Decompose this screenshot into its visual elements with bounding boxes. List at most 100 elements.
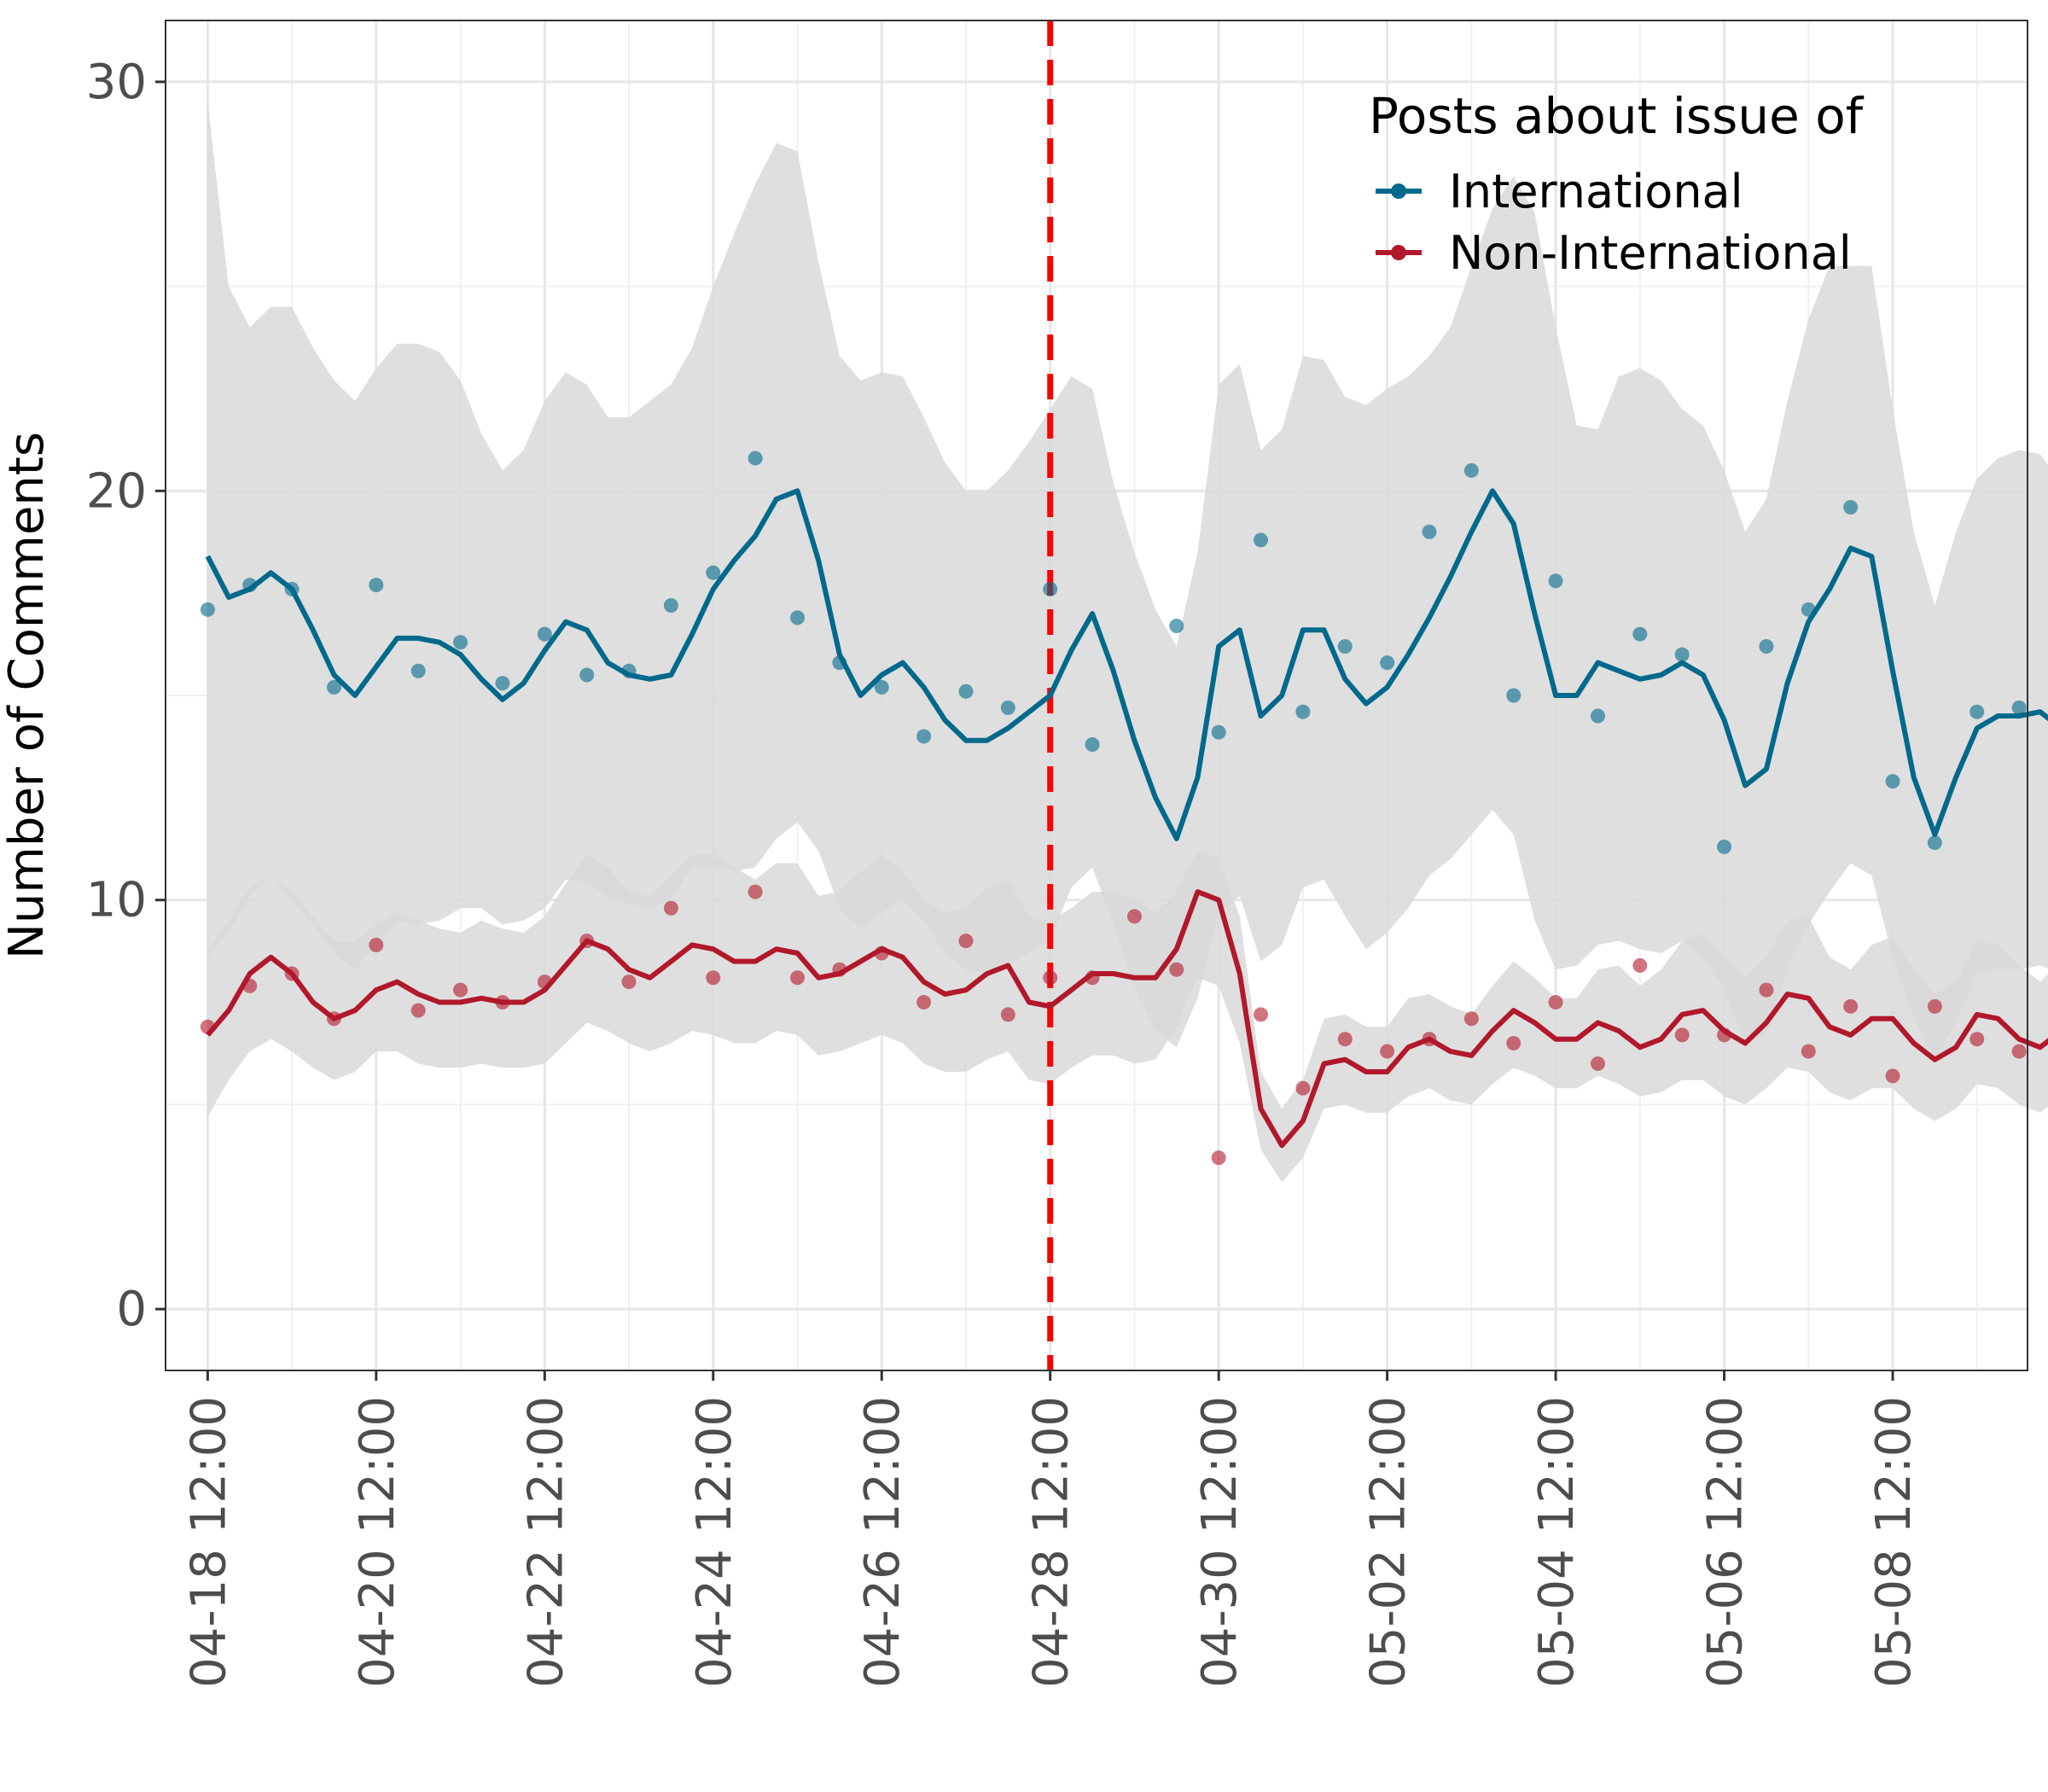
observed-point-non-international <box>1506 1035 1521 1050</box>
observed-point-international <box>1674 647 1690 662</box>
observed-point-non-international <box>453 982 468 998</box>
fitted-line-international <box>205 488 2048 841</box>
legend-label-non-international: Non-International <box>1449 226 1852 280</box>
observed-point-international <box>1506 688 1521 703</box>
observed-point-international <box>1337 638 1353 654</box>
confidence-band-international <box>207 102 2048 1060</box>
observed-point-international <box>1169 619 1184 634</box>
observed-point-international <box>579 667 595 683</box>
confidence-band-non-international <box>207 851 2048 1183</box>
observed-point-non-international <box>1169 962 1184 977</box>
observed-point-international <box>1211 724 1226 740</box>
observed-point-international <box>200 602 215 617</box>
observed-point-international <box>1548 573 1563 589</box>
observed-point-international <box>748 451 763 466</box>
fitted-line-non-international <box>206 889 2048 1149</box>
x-tick-label: 04-28 12:00 <box>1024 1396 1079 1688</box>
x-tick-label: 04-18 12:00 <box>181 1396 236 1688</box>
observed-point-non-international <box>1759 982 1774 998</box>
observed-point-international <box>706 565 721 580</box>
x-tick-label: 04-26 12:00 <box>855 1396 911 1688</box>
observed-point-international <box>1885 774 1900 789</box>
observed-point-non-international <box>958 934 974 949</box>
x-tick-label: 05-02 12:00 <box>1361 1396 1417 1688</box>
observed-point-non-international <box>410 1003 426 1018</box>
observed-point-international <box>537 626 552 642</box>
observed-point-non-international <box>1927 998 1942 1014</box>
observed-point-international <box>2011 700 2027 715</box>
observed-point-international <box>663 598 678 614</box>
observed-point-non-international <box>1337 1032 1353 1047</box>
y-axis-title: Number of Comments <box>0 432 55 959</box>
legend: Posts about issue of International Non-I… <box>1369 87 1865 280</box>
observed-point-non-international <box>1380 1044 1395 1059</box>
observed-point-international <box>1254 532 1269 548</box>
observed-point-non-international <box>621 975 637 990</box>
observed-point-international <box>874 679 889 695</box>
x-tick-label: 04-22 12:00 <box>518 1396 573 1688</box>
observed-point-international <box>1422 524 1437 539</box>
y-tick-label-0: 0 <box>116 1282 147 1337</box>
observed-point-non-international <box>1674 1027 1690 1043</box>
observed-points <box>200 451 2027 1166</box>
x-tick-label: 05-06 12:00 <box>1698 1396 1754 1688</box>
observed-point-non-international <box>663 900 678 916</box>
observed-point-international <box>1632 626 1648 642</box>
x-tick-label: 04-20 12:00 <box>350 1396 405 1688</box>
observed-point-international <box>1969 704 1985 719</box>
x-tick-label: 05-04 12:00 <box>1529 1396 1585 1688</box>
observed-point-non-international <box>789 970 805 986</box>
observed-point-non-international <box>1632 957 1648 973</box>
observed-point-non-international <box>1548 995 1563 1010</box>
observed-point-non-international <box>748 884 763 899</box>
fitted-lines <box>205 488 2048 1149</box>
observed-point-non-international <box>1000 1007 1015 1022</box>
y-tick-label-20: 20 <box>86 463 147 519</box>
observed-point-international <box>1295 704 1311 719</box>
observed-point-international <box>1085 737 1100 753</box>
observed-point-non-international <box>369 937 384 952</box>
observed-point-non-international <box>1969 1032 1985 1047</box>
y-axis: 0 10 20 30 <box>86 55 166 1337</box>
observed-point-non-international <box>1211 1150 1226 1166</box>
x-tick-label: 05-08 12:00 <box>1866 1396 1922 1688</box>
legend-key-point-non-international <box>1391 245 1406 260</box>
legend-title: Posts about issue of <box>1369 87 1865 145</box>
legend-label-international: International <box>1449 165 1743 218</box>
observed-point-international <box>1000 700 1015 715</box>
x-axis: 04-18 12:00 04-20 12:00 04-22 12:00 04-24 1… <box>181 1370 1922 1688</box>
observed-point-non-international <box>706 970 721 986</box>
y-tick-label-10: 10 <box>86 873 147 928</box>
confidence-bands <box>207 102 2048 1183</box>
observed-point-international <box>495 676 510 691</box>
observed-point-non-international <box>1801 1044 1816 1059</box>
x-tick-label: 04-30 12:00 <box>1192 1396 1248 1688</box>
x-tick-label: 04-24 12:00 <box>687 1396 742 1688</box>
observed-point-international <box>326 679 341 695</box>
observed-point-international <box>410 663 426 678</box>
observed-point-international <box>1927 835 1942 851</box>
observed-point-non-international <box>1126 909 1142 924</box>
observed-point-international <box>1717 839 1732 854</box>
observed-point-non-international <box>1590 1056 1605 1071</box>
legend-key-point-international <box>1391 183 1406 199</box>
observed-point-non-international <box>1254 1007 1269 1022</box>
observed-point-non-international <box>1043 970 1058 986</box>
observed-point-international <box>1043 581 1058 596</box>
observed-point-international <box>1759 638 1774 654</box>
legend-keys <box>1376 183 1422 260</box>
plot-panel-border <box>165 20 2028 1371</box>
observed-point-international <box>1380 655 1395 671</box>
y-tick-label-30: 30 <box>86 55 147 110</box>
observed-point-non-international <box>916 995 932 1010</box>
observed-point-international <box>1590 708 1605 724</box>
observed-point-international <box>369 578 384 593</box>
observed-point-international <box>916 729 932 744</box>
observed-point-non-international <box>1843 998 1859 1014</box>
observed-point-international <box>1843 499 1859 515</box>
observed-point-non-international <box>2011 1044 2027 1059</box>
observed-point-international <box>453 635 468 650</box>
observed-point-non-international <box>1885 1068 1900 1084</box>
observed-point-non-international <box>1295 1080 1311 1096</box>
